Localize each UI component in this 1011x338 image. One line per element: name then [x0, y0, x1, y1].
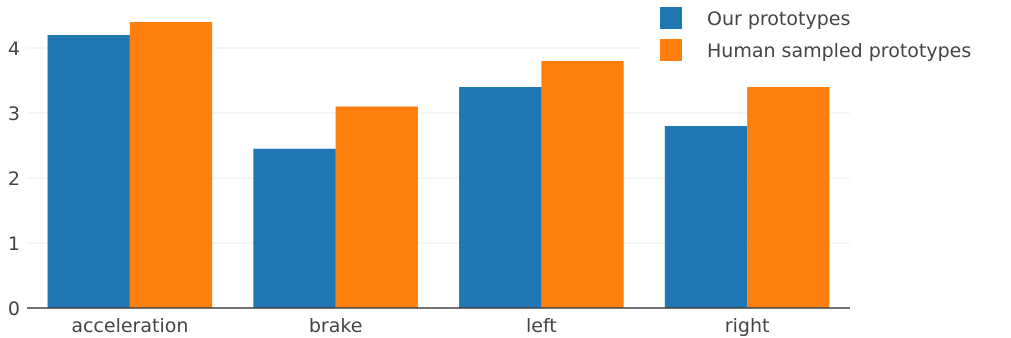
y-tick-label-4: 4: [8, 38, 20, 60]
bars: [47, 22, 830, 308]
legend-label-2: Human sampled prototypes: [707, 40, 971, 62]
bar-brake-series-1: [253, 148, 336, 308]
x-axis-ticks: acceleration brake left right: [71, 315, 769, 337]
legend-swatch-1: [660, 7, 682, 29]
y-tick-label-1: 1: [8, 233, 20, 255]
bar-acceleration-series-1: [47, 35, 130, 308]
bar-right-series-1: [664, 126, 748, 308]
bar-right-series-2: [747, 87, 830, 308]
legend-background: [640, 0, 1011, 70]
y-axis-ticks: 0 1 2 3 4: [8, 38, 20, 320]
bar-left-series-2: [541, 61, 624, 308]
legend-swatch-2: [660, 39, 682, 61]
y-tick-label-3: 3: [8, 103, 20, 125]
y-tick-label-0: 0: [8, 298, 20, 320]
bar-left-series-1: [459, 87, 542, 308]
bar-brake-series-2: [335, 106, 418, 308]
x-tick-label-acceleration: acceleration: [71, 315, 188, 337]
legend: Our prototypes Human sampled prototypes: [640, 0, 1011, 70]
legend-label-1: Our prototypes: [707, 8, 850, 30]
x-tick-label-brake: brake: [309, 315, 363, 337]
x-tick-label-left: left: [526, 315, 557, 337]
bar-acceleration-series-2: [129, 22, 213, 308]
x-tick-label-right: right: [725, 315, 770, 337]
y-tick-label-2: 2: [8, 168, 20, 190]
